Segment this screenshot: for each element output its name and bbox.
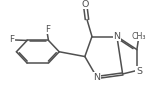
Text: S: S [136, 67, 142, 76]
Text: CH₃: CH₃ [132, 32, 146, 41]
Text: N: N [113, 32, 120, 41]
Text: N: N [93, 73, 100, 82]
Text: F: F [9, 36, 14, 44]
Text: F: F [45, 25, 50, 34]
Text: O: O [82, 0, 89, 9]
